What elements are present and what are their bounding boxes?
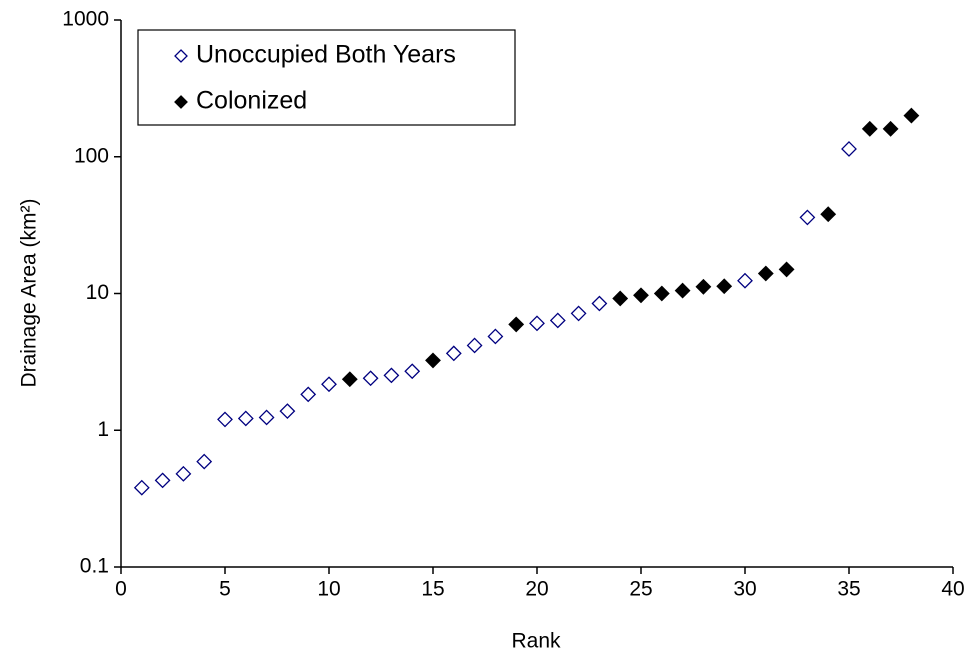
point [362, 370, 379, 387]
legend-marker [174, 95, 188, 109]
point [300, 386, 317, 403]
point [529, 315, 545, 332]
point [383, 367, 400, 384]
legend-marker [174, 49, 188, 63]
legend-box [137, 29, 516, 126]
x-tick-label: 30 [733, 578, 756, 601]
x-tick-label: 5 [219, 578, 231, 601]
point [549, 312, 566, 329]
x-axis-label: Rank [511, 630, 561, 653]
point [841, 141, 857, 157]
point [508, 316, 525, 333]
x-tick-label: 0 [115, 578, 127, 601]
point [258, 409, 275, 426]
point [799, 209, 816, 226]
point [466, 337, 483, 354]
point [279, 403, 296, 420]
point [404, 363, 421, 380]
x-tick-label: 20 [525, 578, 548, 601]
point [591, 295, 608, 312]
legend-label: Colonized [196, 87, 307, 115]
point [425, 352, 441, 369]
point [237, 410, 254, 427]
y-tick-label: 1000 [62, 8, 109, 31]
legend-label: Unoccupied Both Years [196, 41, 456, 69]
point [778, 261, 795, 278]
point [737, 272, 753, 289]
point [570, 305, 587, 322]
y-tick-label: 100 [74, 144, 109, 167]
point [882, 120, 899, 137]
point [341, 371, 358, 388]
point [154, 472, 171, 489]
point [196, 453, 213, 470]
point [133, 479, 150, 496]
y-tick-label: 0.1 [80, 555, 109, 578]
point [695, 278, 712, 295]
point [321, 376, 337, 393]
x-tick-label: 15 [421, 578, 444, 601]
y-tick-label: 10 [86, 281, 109, 304]
point [487, 328, 504, 345]
point [820, 206, 837, 223]
point [217, 411, 233, 428]
point [757, 265, 774, 282]
x-tick-label: 25 [629, 578, 652, 601]
x-tick-label: 35 [837, 578, 860, 601]
point [716, 278, 733, 295]
x-tick-label: 10 [317, 578, 340, 601]
y-tick-label: 1 [97, 418, 109, 441]
point [903, 107, 920, 124]
point [674, 282, 691, 299]
point [633, 287, 649, 304]
point [861, 120, 878, 137]
point [175, 465, 192, 482]
point [445, 345, 462, 362]
x-tick-label: 40 [941, 578, 964, 601]
y-axis-label: Drainage Area (km²) [18, 198, 41, 387]
point [653, 285, 670, 302]
point [612, 290, 629, 307]
